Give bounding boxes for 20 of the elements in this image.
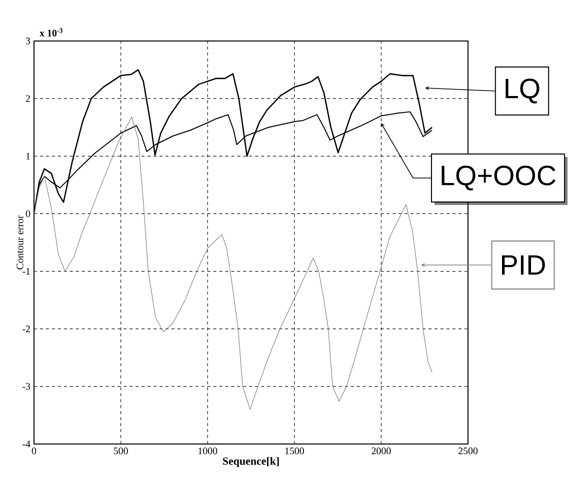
- y-tick-label: -3: [22, 383, 30, 390]
- y-tick-label: 0: [26, 210, 30, 218]
- y-tick-label: -1: [22, 268, 30, 275]
- x-tick-label: 1000: [198, 448, 218, 454]
- y-tick-label: 2: [26, 95, 30, 102]
- x-tick-label: 2500: [458, 448, 478, 454]
- y-tick-label: 1: [26, 152, 30, 160]
- x-axis-title: Sequence[k]: [222, 457, 279, 468]
- series-label: LQ+OOC: [442, 166, 556, 190]
- x-tick-label: 0: [32, 448, 36, 454]
- x-tick-label: 1500: [285, 448, 304, 454]
- x-tick-label: 2000: [372, 448, 391, 454]
- legend-label: LQ: [506, 78, 540, 104]
- x-tick-label: 500: [114, 448, 128, 454]
- text: x 10$^{-3}$: [40, 28, 63, 36]
- y-tick-label: -4: [22, 440, 30, 448]
- legend-label: PID: [502, 255, 545, 275]
- y-tick-label: -2: [22, 326, 30, 332]
- y-tick-label: 3: [26, 38, 30, 44]
- y-axis-title: Contour error: [16, 215, 24, 270]
